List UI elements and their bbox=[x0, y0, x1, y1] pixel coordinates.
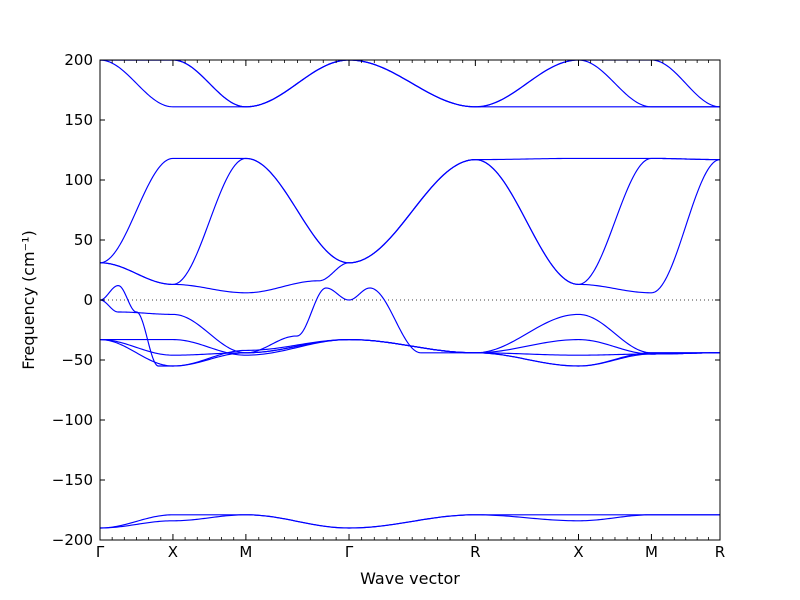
x-tick-label: Γ bbox=[345, 543, 354, 561]
y-tick-label: 50 bbox=[74, 231, 93, 249]
y-tick-label: 200 bbox=[64, 51, 93, 69]
y-tick-label: −100 bbox=[52, 411, 93, 429]
y-tick-label: −200 bbox=[52, 531, 93, 549]
x-tick-label: X bbox=[168, 543, 178, 561]
y-tick-label: 0 bbox=[83, 291, 93, 309]
y-tick-label: 150 bbox=[64, 111, 93, 129]
phonon-band-10 bbox=[100, 157, 720, 285]
phonon-band-13 bbox=[100, 60, 720, 108]
x-tick-label: R bbox=[715, 543, 725, 561]
x-tick-label: R bbox=[470, 543, 480, 561]
y-axis-label: Frequency (cm⁻¹) bbox=[19, 230, 38, 369]
y-tick-label: −150 bbox=[52, 471, 93, 489]
y-tick-label: −50 bbox=[61, 351, 93, 369]
y-ticks-layer: −200 −150 −100 −50 0 50 100 150 200 bbox=[52, 51, 720, 549]
x-axis-label: Wave vector bbox=[360, 569, 460, 588]
plot-frame bbox=[99, 59, 721, 541]
x-tick-label: X bbox=[573, 543, 583, 561]
phonon-band-2 bbox=[100, 514, 720, 529]
x-tick-label: Γ bbox=[96, 543, 105, 561]
phonon-band-6 bbox=[100, 287, 720, 354]
y-tick-label: 100 bbox=[64, 171, 93, 189]
x-tick-label: M bbox=[239, 543, 252, 561]
x-tick-label: M bbox=[645, 543, 658, 561]
phonon-band-7 bbox=[100, 285, 720, 367]
bands-layer bbox=[100, 60, 720, 529]
